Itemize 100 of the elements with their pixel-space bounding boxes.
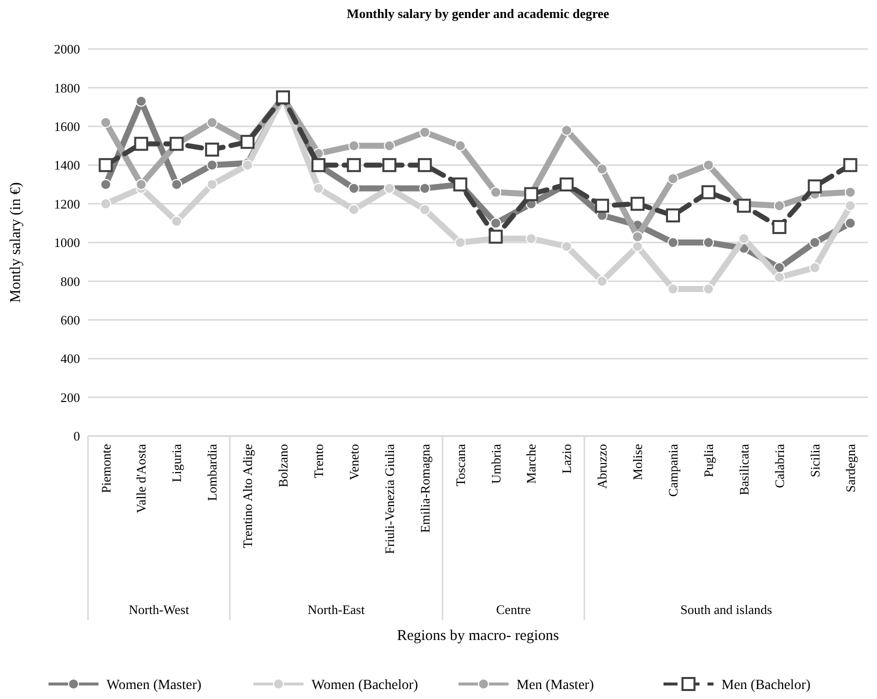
- point: [100, 198, 112, 210]
- point: [418, 158, 432, 172]
- chart-title: Monthly salary by gender and academic degree: [346, 6, 610, 21]
- point: [419, 182, 430, 194]
- point: [419, 204, 430, 216]
- point: [348, 204, 360, 216]
- legend-label: Women (Bachelor): [312, 678, 418, 693]
- x-tick-label: Molise: [630, 444, 646, 480]
- x-tick-label: Calabria: [772, 444, 787, 488]
- x-tick-label: Abruzzo: [594, 444, 610, 489]
- x-tick-label: Lombardia: [204, 444, 220, 502]
- legend-label: Women (Master): [106, 678, 202, 693]
- point: [526, 233, 537, 244]
- point: [384, 140, 395, 152]
- x-tick-label: Umbria: [488, 444, 504, 484]
- point: [772, 220, 786, 234]
- x-tick-label: Valle d'Aosta: [134, 444, 149, 514]
- y-tick-label: 1000: [54, 235, 80, 250]
- point: [488, 230, 503, 244]
- point: [702, 237, 714, 248]
- y-tick-label: 2000: [54, 42, 80, 57]
- point: [596, 163, 608, 174]
- text: North-West: [128, 602, 190, 617]
- point: [632, 231, 644, 242]
- point: [702, 283, 714, 294]
- point: [490, 186, 502, 198]
- point: [490, 218, 502, 229]
- point: [844, 200, 856, 212]
- x-tick-label: Basilicata: [736, 444, 752, 496]
- text: Centre: [496, 602, 532, 617]
- point: [100, 178, 112, 190]
- x-tick-label: Puglia: [701, 444, 716, 478]
- point: [100, 117, 112, 128]
- point: [205, 142, 220, 157]
- point: [738, 233, 750, 244]
- point: [454, 140, 466, 152]
- point: [809, 237, 820, 248]
- y-tick-label: 200: [60, 390, 80, 405]
- point: [419, 126, 430, 138]
- point: [809, 262, 820, 274]
- y-tick-label: 1400: [54, 158, 80, 173]
- point: [348, 182, 360, 194]
- point: [561, 240, 572, 252]
- point: [206, 160, 218, 171]
- point: [136, 178, 147, 190]
- point: [171, 178, 182, 190]
- x-tick-label: Veneto: [346, 444, 362, 480]
- legend-label: Men (Bachelor): [722, 678, 811, 693]
- x-tick-label: Trentino Alto Adige: [240, 444, 256, 548]
- point: [595, 198, 610, 213]
- point: [774, 272, 785, 283]
- point: [668, 173, 678, 184]
- point: [702, 160, 714, 171]
- x-tick-label: Piemonte: [98, 444, 114, 494]
- x-tick-label: Campania: [666, 444, 681, 497]
- point: [632, 240, 644, 252]
- x-tick-label: Sicilia: [807, 444, 822, 478]
- text: South and islands: [680, 602, 772, 617]
- point: [666, 208, 680, 222]
- point: [206, 178, 218, 190]
- y-tick-label: 1200: [54, 196, 80, 212]
- point: [668, 237, 678, 248]
- point: [774, 200, 785, 212]
- point: [98, 158, 113, 172]
- x-tick-label: Emilia-Romagna: [417, 444, 432, 533]
- point: [134, 136, 148, 151]
- x-tick-label: Marche: [524, 444, 539, 484]
- point: [668, 283, 678, 294]
- point: [136, 96, 147, 107]
- point: [382, 158, 396, 172]
- point: [843, 158, 858, 172]
- text: North-East: [308, 602, 366, 617]
- y-tick-label: 600: [60, 312, 80, 328]
- x-tick-label: Trento: [311, 444, 326, 478]
- legend-label: Men (Master): [516, 678, 594, 693]
- x-tick-label: Toscana: [452, 444, 468, 486]
- point: [701, 185, 716, 200]
- y-tick-label: 800: [60, 274, 80, 289]
- point: [736, 198, 751, 213]
- point: [346, 158, 361, 172]
- y-tick-label: 400: [60, 351, 80, 366]
- point: [844, 218, 856, 229]
- y-axis-title: Montly salary (in €): [8, 182, 24, 303]
- x-axis-title: Regions by macro- regions: [396, 628, 560, 644]
- point: [171, 216, 182, 227]
- y-tick-label: 1800: [54, 80, 80, 96]
- point: [206, 117, 218, 128]
- point: [454, 237, 466, 248]
- point: [596, 276, 608, 287]
- x-tick-label: Liguria: [169, 444, 184, 482]
- x-tick-label: Friuli-Venezia Giulia: [382, 444, 397, 554]
- point: [630, 196, 645, 211]
- y-tick-label: 0: [74, 428, 80, 444]
- point: [844, 186, 856, 198]
- y-tick-label: 1600: [54, 118, 80, 134]
- point: [312, 182, 324, 194]
- x-tick-label: Sardegna: [842, 444, 858, 492]
- x-tick-label: Lazio: [559, 444, 574, 474]
- x-tick-label: Bolzano: [276, 444, 291, 488]
- point: [808, 179, 822, 194]
